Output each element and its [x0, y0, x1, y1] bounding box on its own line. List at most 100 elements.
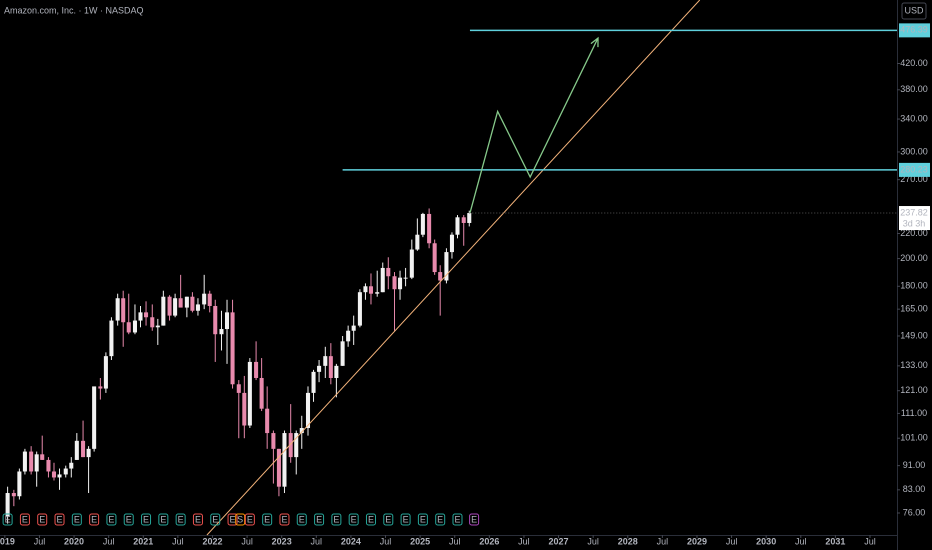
x-tick-label: 2021	[133, 536, 153, 546]
x-tick-label: Jul	[241, 536, 253, 546]
event-marker[interactable]	[192, 513, 203, 526]
x-tick-label: Jul	[172, 536, 184, 546]
candle-body	[328, 356, 333, 378]
event-marker[interactable]	[235, 513, 246, 526]
event-label: E	[39, 514, 45, 524]
candle-body	[29, 451, 34, 472]
chart-title: Amazon.com, Inc. · 1W · NASDAQ	[4, 5, 144, 15]
last-price-box	[899, 206, 930, 231]
candle-body	[230, 312, 235, 385]
candle-body	[357, 292, 362, 326]
candle-body	[363, 286, 368, 293]
x-tick-label: Jul	[795, 536, 807, 546]
candle-body	[92, 386, 97, 449]
candle-body	[380, 267, 385, 293]
projection-arrowhead	[590, 36, 599, 48]
event-marker[interactable]	[279, 513, 290, 526]
event-label: E	[178, 514, 184, 524]
projection-path	[469, 37, 599, 214]
event-marker[interactable]	[452, 513, 463, 526]
candle-body	[207, 293, 212, 306]
event-marker[interactable]	[262, 513, 273, 526]
event-marker[interactable]	[54, 513, 65, 526]
currency-box[interactable]	[901, 2, 927, 20]
event-label: E	[368, 514, 374, 524]
event-marker[interactable]	[365, 513, 376, 526]
candle-body	[11, 493, 16, 497]
event-marker[interactable]	[417, 513, 428, 526]
candle-body	[444, 252, 449, 281]
event-marker[interactable]	[123, 513, 134, 526]
event-marker[interactable]	[158, 513, 169, 526]
x-tick-label: 2027	[549, 536, 569, 546]
candle-body	[386, 267, 391, 277]
candle-body	[178, 298, 183, 308]
candle-body	[299, 428, 304, 434]
x-tick-label: Jul	[449, 536, 461, 546]
event-marker[interactable]	[435, 513, 446, 526]
event-marker[interactable]	[314, 513, 325, 526]
x-tick-label: 2024	[341, 536, 361, 546]
event-marker[interactable]	[348, 513, 359, 526]
event-label: E	[385, 514, 391, 524]
candle-body	[74, 440, 79, 460]
event-marker[interactable]	[175, 513, 186, 526]
candle-body	[409, 249, 414, 278]
candle-body	[432, 243, 437, 273]
x-tick-label: Jul	[380, 536, 392, 546]
event-marker[interactable]	[71, 513, 82, 526]
x-tick-label: 2031	[825, 536, 845, 546]
candle-body	[403, 277, 408, 279]
candle-body	[69, 462, 74, 469]
candle-body	[51, 471, 57, 478]
candle-body	[467, 213, 472, 223]
event-marker[interactable]	[296, 513, 307, 526]
candle-body	[259, 377, 264, 409]
event-marker[interactable]	[400, 513, 411, 526]
candle-body	[294, 433, 299, 458]
trendline	[206, 0, 701, 536]
event-marker[interactable]	[383, 513, 394, 526]
event-label: S	[237, 514, 243, 524]
event-marker[interactable]	[244, 513, 255, 526]
x-tick-label: 2025	[410, 536, 430, 546]
y-tick-label: 270.00	[900, 174, 928, 184]
event-marker[interactable]	[2, 513, 13, 526]
event-marker[interactable]	[469, 513, 480, 526]
candle-body	[398, 277, 403, 290]
event-marker[interactable]	[89, 513, 100, 526]
event-marker[interactable]	[331, 513, 342, 526]
y-tick-label: 91.00	[903, 460, 926, 470]
level-label: 280.23	[900, 164, 928, 174]
event-label: E	[212, 514, 218, 524]
event-label: E	[333, 514, 339, 524]
last-price-label: 237.82	[900, 207, 928, 217]
event-marker[interactable]	[19, 513, 30, 526]
candle-body	[224, 312, 230, 330]
event-marker[interactable]	[210, 513, 221, 526]
candle-body	[461, 217, 466, 223]
y-tick-label: 165.00	[900, 304, 928, 314]
candle-body	[126, 322, 131, 333]
candle-body	[334, 365, 339, 378]
event-label: E	[230, 514, 236, 524]
event-marker[interactable]	[141, 513, 152, 526]
candle-body	[195, 304, 200, 311]
event-marker[interactable]	[227, 513, 238, 526]
x-tick-label: Jul	[864, 536, 876, 546]
candle-body	[22, 451, 27, 472]
event-marker[interactable]	[106, 513, 117, 526]
x-tick-label: 2020	[64, 536, 84, 546]
y-tick-label: 220.00	[900, 228, 928, 238]
x-tick-label: Jul	[34, 536, 46, 546]
candle-body	[17, 471, 22, 497]
candle-body	[247, 361, 252, 426]
candle-body	[368, 286, 374, 294]
event-label: E	[299, 514, 305, 524]
event-marker[interactable]	[37, 513, 48, 526]
x-tick-label: Jul	[587, 536, 599, 546]
candle-body	[150, 317, 155, 328]
candle-body	[167, 296, 172, 316]
candle-body	[427, 213, 432, 244]
level-label-box	[899, 162, 930, 177]
